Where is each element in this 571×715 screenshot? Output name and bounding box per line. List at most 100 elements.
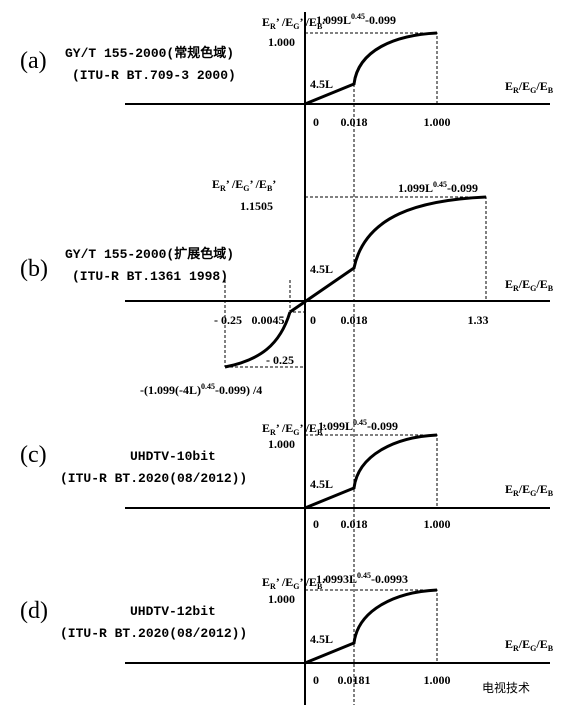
y-axis-label-part: R	[270, 22, 276, 31]
linear-label: 4.5L	[310, 262, 333, 276]
y-axis-label-part: E	[262, 15, 270, 29]
x-axis-label-part: /E	[535, 79, 547, 93]
y-axis-label-part: ’ /E	[299, 575, 316, 589]
x-axis-label: ER/EG/EB	[505, 637, 554, 653]
x-axis-label-part: R	[513, 644, 519, 653]
x-axis-label-part: /E	[518, 637, 530, 651]
curve	[304, 433, 438, 510]
x-axis-label-part: /E	[535, 277, 547, 291]
panel-label: (c)	[20, 442, 47, 468]
standard-name: UHDTV-10bit	[130, 449, 216, 464]
x-axis-label-part: /E	[518, 277, 530, 291]
y-axis-label-part: ’	[322, 575, 326, 589]
y-axis-label-part: ’	[272, 177, 276, 191]
standard-name: UHDTV-12bit	[130, 604, 216, 619]
y-axis-label-part: R	[270, 582, 276, 591]
formula: 1.0993L0.45-0.0993	[316, 571, 408, 586]
formula-part: 0.45	[357, 571, 371, 580]
x-axis-label: ER/EG/EB	[505, 482, 554, 498]
y-max-label: 1.000	[268, 592, 295, 606]
y-axis-label-part: ’	[322, 421, 326, 435]
formula-part: 1.0993L	[316, 572, 357, 586]
x-axis-label-part: /E	[518, 79, 530, 93]
watermark: 电视技术	[482, 680, 530, 695]
x-axis-label: ER/EG/EB	[505, 79, 554, 95]
x-tick-label: 0.0045	[252, 313, 285, 327]
y-max-label: 1.000	[268, 437, 295, 451]
x-axis-label-part: E	[505, 79, 513, 93]
y-axis-label-part: ’	[322, 15, 326, 29]
formula-part: 0.45	[433, 180, 447, 189]
negative-label: - 0.25	[266, 353, 294, 367]
formula-part: 1.099L	[398, 181, 433, 195]
formula-part: 0.45	[351, 12, 365, 21]
formula: 1.099L0.45-0.099	[318, 418, 398, 433]
x-tick-label: 0	[313, 115, 319, 129]
y-axis-label-part: G	[293, 22, 299, 31]
y-axis-label: ER’ /EG’ /EB’	[262, 421, 326, 437]
linear-label: 4.5L	[310, 77, 333, 91]
x-axis-label-part: G	[530, 284, 536, 293]
curve	[224, 311, 292, 369]
formula: 1.099L0.45-0.099	[316, 12, 396, 27]
x-axis-label-part: /E	[535, 637, 547, 651]
x-axis-label-part: B	[548, 284, 554, 293]
x-axis-label-part: B	[548, 86, 554, 95]
standard-name: (ITU-R BT.709-3 2000)	[72, 68, 236, 83]
x-tick-label: 1.000	[424, 517, 451, 531]
standard-name: (ITU-R BT.1361 1998)	[72, 269, 228, 284]
y-max-label: 1.000	[268, 35, 295, 49]
guide-line	[305, 589, 438, 663]
curve	[304, 588, 438, 665]
x-axis-label-part: B	[548, 489, 554, 498]
standard-name: (ITU-R BT.2020(08/2012))	[60, 626, 247, 641]
y-axis-label-part: G	[243, 184, 249, 193]
x-axis-label-part: G	[530, 86, 536, 95]
panel-label: (d)	[20, 598, 48, 624]
panel-label: (b)	[20, 256, 48, 282]
x-tick-label: 0.0181	[338, 673, 371, 687]
y-axis-label-part: B	[317, 22, 323, 31]
formula-part: -0.099	[367, 419, 398, 433]
x-tick-label: 0.018	[341, 313, 368, 327]
guide-line	[305, 32, 438, 104]
x-axis-label-part: G	[530, 489, 536, 498]
negative-formula: -(1.099(-4L)0.45-0.099) /4	[140, 382, 262, 397]
x-tick-label: - 0.25	[214, 313, 242, 327]
x-axis-label-part: G	[530, 644, 536, 653]
y-axis-label-part: ’ /E	[249, 177, 266, 191]
standard-name: (ITU-R BT.2020(08/2012))	[60, 471, 247, 486]
negative-formula-part: -0.099) /4	[215, 383, 262, 397]
x-axis-label-part: E	[505, 482, 513, 496]
x-axis-label-part: E	[505, 277, 513, 291]
y-axis-label-part: G	[293, 428, 299, 437]
standard-name: GY/T 155-2000(常规色域)	[65, 45, 234, 61]
y-axis-label-part: R	[270, 428, 276, 437]
x-axis-label-part: R	[513, 489, 519, 498]
x-axis-label-part: /E	[535, 482, 547, 496]
y-axis-label: ER’ /EG’ /EB’	[212, 177, 276, 193]
y-axis-label-part: E	[212, 177, 220, 191]
x-axis-label-part: E	[505, 637, 513, 651]
formula-part: -0.099	[365, 13, 396, 27]
panel-label: (a)	[20, 48, 47, 74]
x-tick-label: 0	[313, 673, 319, 687]
x-axis-label: ER/EG/EB	[505, 277, 554, 293]
y-axis-label-part: B	[267, 184, 273, 193]
x-tick-label: 1.000	[424, 673, 451, 687]
x-tick-label: 1.33	[468, 313, 489, 327]
linear-label: 4.5L	[310, 632, 333, 646]
negative-formula-part: 0.45	[201, 382, 215, 391]
y-axis-label: ER’ /EG’ /EB’	[262, 15, 326, 31]
y-axis-label-part: B	[317, 582, 323, 591]
y-axis-label-part: E	[262, 575, 270, 589]
x-tick-label: 0	[310, 313, 316, 327]
x-tick-label: 0.018	[341, 517, 368, 531]
y-axis-label-part: ’ /E	[276, 15, 293, 29]
y-axis-label-part: ’ /E	[299, 15, 316, 29]
y-max-label: 1.1505	[240, 199, 273, 213]
standard-name: GY/T 155-2000(扩展色域)	[65, 246, 234, 262]
formula-part: -0.099	[447, 181, 478, 195]
x-tick-label: 1.000	[424, 115, 451, 129]
